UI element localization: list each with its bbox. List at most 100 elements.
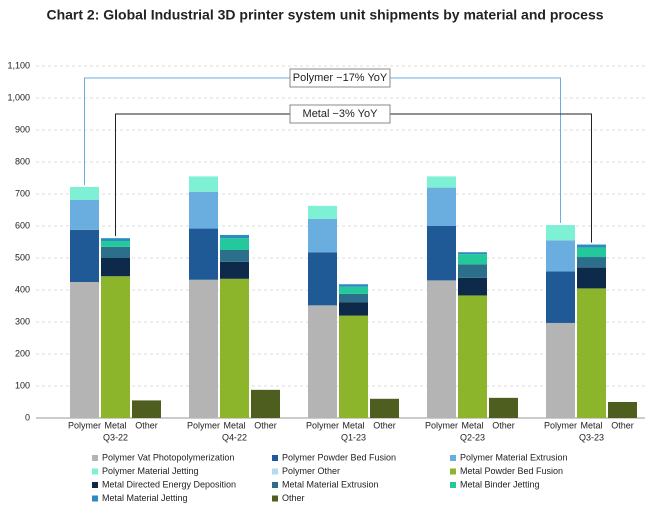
bar-segment (189, 228, 218, 280)
x-sub-label: Polymer (306, 420, 339, 430)
bar-segment (132, 400, 161, 418)
bar-segment (546, 322, 575, 418)
bar-segment (220, 278, 249, 418)
bar-segment (489, 397, 518, 418)
bar-segment (427, 280, 456, 418)
bar-segment (458, 295, 487, 418)
legend-swatch (92, 468, 98, 475)
legend-label: Metal Powder Bed Fusion (460, 466, 563, 476)
y-tick-label: 600 (15, 220, 30, 230)
y-tick-label: 300 (15, 316, 30, 326)
bar-segment (546, 271, 575, 323)
bar-segment (70, 282, 99, 418)
bar-segment (101, 238, 130, 242)
bar-segment (577, 288, 606, 418)
legend-label: Polymer Powder Bed Fusion (282, 452, 396, 462)
annotation: Polymer −17% YoY (293, 72, 388, 84)
y-tick-label: 1,100 (7, 60, 30, 70)
x-group-label: Q1-23 (341, 432, 366, 442)
legend-swatch (92, 482, 98, 488)
x-sub-label: Polymer (425, 420, 458, 430)
bar-segment (608, 402, 637, 418)
x-sub-label: Metal (223, 420, 245, 430)
annotation-bracket (115, 113, 592, 243)
bar-segment (220, 261, 249, 279)
y-tick-label: 100 (15, 380, 30, 390)
bar-segment (339, 284, 368, 287)
bar-segment (308, 305, 337, 418)
y-tick-label: 400 (15, 284, 30, 294)
bar-segment (251, 389, 280, 418)
bar-segment (546, 225, 575, 241)
x-group-label: Q3-23 (579, 432, 604, 442)
bar-segment (101, 276, 130, 418)
x-sub-label: Other (373, 420, 396, 430)
bar-segment (577, 257, 606, 268)
x-sub-label: Metal (461, 420, 483, 430)
annotation-bracket (84, 77, 561, 224)
x-sub-label: Polymer (544, 420, 577, 430)
annotation-box (289, 68, 391, 88)
bar-segment (339, 286, 368, 294)
bar-segment (370, 398, 399, 418)
annotation-box (289, 104, 391, 124)
bar-segment (339, 293, 368, 303)
x-sub-label: Other (611, 420, 634, 430)
bar-segment (577, 267, 606, 289)
bar-segment (101, 241, 130, 247)
y-tick-label: 0 (25, 412, 30, 422)
annotation: Metal −3% YoY (303, 108, 379, 120)
bar-segment (577, 244, 606, 248)
bar-segment (220, 250, 249, 262)
legend-label: Polymer Material Jetting (102, 466, 199, 476)
bar-segment (189, 279, 218, 418)
bar-segment (458, 252, 487, 255)
legend-swatch (272, 468, 278, 475)
bar-segment (339, 315, 368, 418)
bar-segment (458, 254, 487, 265)
x-group-label: Q2-23 (460, 432, 485, 442)
y-tick-label: 200 (15, 348, 30, 358)
x-sub-label: Metal (104, 420, 126, 430)
bar-segment (458, 264, 487, 278)
x-sub-label: Metal (342, 420, 364, 430)
legend-swatch (450, 482, 456, 488)
bar-segment (308, 252, 337, 306)
x-sub-label: Polymer (68, 420, 101, 430)
bar-segment (220, 234, 249, 239)
x-sub-label: Other (492, 420, 515, 430)
bar-segment (427, 187, 456, 226)
bar-segment (189, 176, 218, 192)
bar-segment (546, 240, 575, 272)
chart-title: Chart 2: Global Industrial 3D printer sy… (46, 7, 603, 23)
x-sub-label: Other (135, 420, 158, 430)
x-sub-label: Polymer (187, 420, 220, 430)
legend-label: Other (282, 493, 305, 503)
x-sub-label: Metal (580, 420, 602, 430)
legend-label: Metal Directed Energy Deposition (102, 479, 236, 489)
bar-segment (458, 277, 487, 296)
legend-label: Polymer Material Extrusion (460, 452, 568, 462)
legend-label: Metal Material Extrusion (282, 479, 379, 489)
legend-label: Metal Material Jetting (102, 493, 188, 503)
x-group-label: Q4-22 (222, 432, 247, 442)
bar-segment (427, 226, 456, 281)
legend-label: Polymer Other (282, 466, 340, 476)
legend-swatch (272, 495, 278, 502)
bar-segment (70, 199, 99, 230)
legend-swatch (450, 455, 456, 461)
legend-label: Metal Binder Jetting (460, 479, 540, 489)
bar-segment (577, 247, 606, 258)
bar-segment (101, 246, 130, 258)
bar-segment (339, 302, 368, 316)
bar-segment (427, 176, 456, 188)
bar-segment (189, 191, 218, 229)
bar-segment (70, 186, 99, 200)
x-sub-label: Other (254, 420, 277, 430)
bar-segment (308, 218, 337, 253)
legend-swatch (272, 482, 278, 488)
bar-segment (220, 238, 249, 250)
bar-segment (70, 229, 99, 282)
bar-segment (101, 258, 130, 277)
